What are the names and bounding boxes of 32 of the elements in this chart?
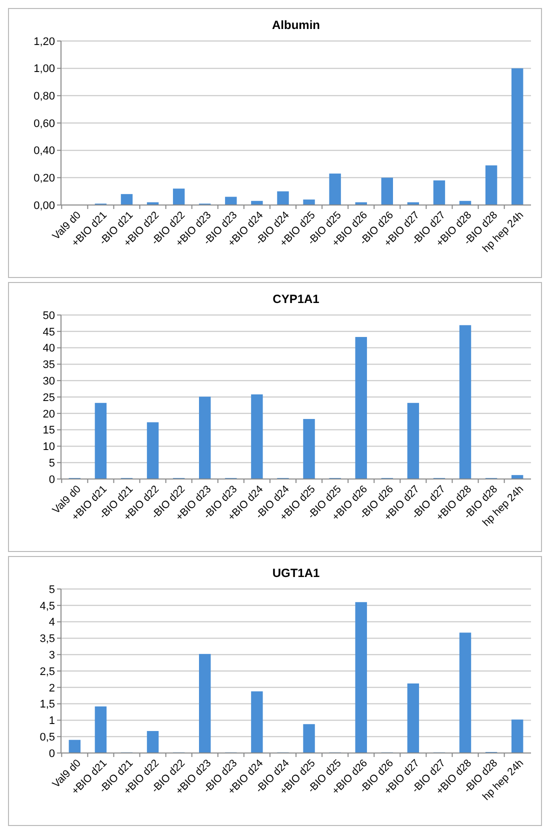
y-tick-label: 1 xyxy=(48,715,55,728)
y-tick-label: 5 xyxy=(48,584,55,596)
y-tick-label: 0,80 xyxy=(34,90,55,103)
y-tick-label: 0 xyxy=(48,474,55,486)
y-tick-label: 5 xyxy=(48,457,55,470)
y-tick-label: 4 xyxy=(48,616,55,629)
y-tick-label: 0,00 xyxy=(34,200,55,212)
y-tick-label: 2,5 xyxy=(40,666,55,678)
y-tick-label: 3,5 xyxy=(40,633,55,646)
y-tick-label: 0,40 xyxy=(34,145,55,158)
y-tick-label: 4,5 xyxy=(40,600,55,612)
y-tick-label: 1,20 xyxy=(34,36,55,48)
chart-title: UGT1A1 xyxy=(272,566,320,580)
y-tick-label: 40 xyxy=(42,342,55,355)
y-tick-label: 0,20 xyxy=(34,172,55,185)
y-tick-label: 2 xyxy=(48,682,55,694)
chart-title: Albumin xyxy=(272,18,320,32)
y-tick-label: 0,5 xyxy=(40,731,55,744)
y-tick-label: 20 xyxy=(42,408,55,420)
y-tick-label: 45 xyxy=(42,326,55,338)
y-tick-label: 50 xyxy=(42,310,55,322)
y-tick-label: 0,60 xyxy=(34,118,55,130)
y-tick-label: 25 xyxy=(42,392,55,404)
y-tick-label: 35 xyxy=(42,359,55,372)
y-tick-label: 15 xyxy=(42,424,55,437)
y-tick-label: 0 xyxy=(48,748,55,760)
y-tick-label: 1,00 xyxy=(34,63,55,76)
y-tick-label: 30 xyxy=(42,375,55,388)
y-tick-label: 3 xyxy=(48,649,55,662)
y-tick-label: 10 xyxy=(42,441,55,454)
y-tick-label: 1,5 xyxy=(40,698,55,711)
chart-title: CYP1A1 xyxy=(272,292,320,306)
